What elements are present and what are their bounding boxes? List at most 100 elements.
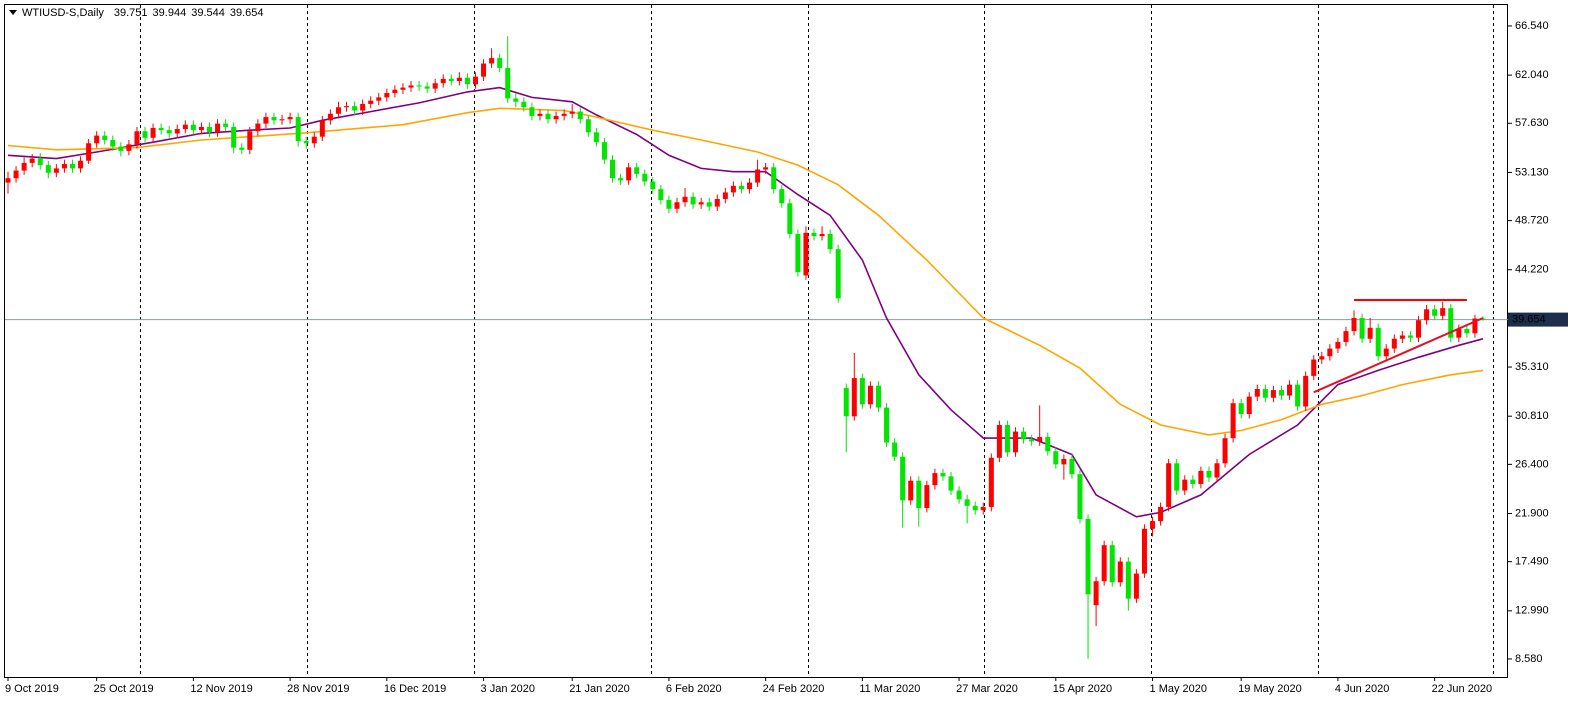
candle-body bbox=[1343, 331, 1349, 343]
candle-body bbox=[1440, 308, 1446, 316]
candle-body bbox=[779, 189, 785, 204]
candle-body bbox=[1013, 431, 1018, 453]
candle-body bbox=[142, 131, 148, 138]
candle-body bbox=[21, 162, 27, 171]
candle-body bbox=[69, 164, 75, 169]
candle-body bbox=[714, 198, 720, 207]
x-tick-label: 19 May 2020 bbox=[1238, 683, 1302, 695]
plot-frame bbox=[4, 4, 1508, 678]
candle-body bbox=[61, 164, 67, 169]
candle-body bbox=[835, 249, 841, 299]
candle-body bbox=[1295, 384, 1301, 407]
candle-body bbox=[360, 103, 366, 111]
y-tick-label: 35.310 bbox=[1515, 361, 1549, 373]
candle-body bbox=[1085, 518, 1091, 595]
candle-body bbox=[884, 407, 890, 443]
candle-body bbox=[1045, 437, 1051, 452]
candle-body bbox=[956, 490, 962, 500]
candle-body bbox=[1351, 318, 1357, 332]
candle-body bbox=[118, 146, 124, 151]
period-separators bbox=[140, 5, 1494, 677]
candle-body bbox=[303, 141, 309, 144]
y-tick-label: 53.130 bbox=[1515, 166, 1549, 178]
price-label: 39.654 bbox=[1512, 314, 1546, 326]
candle-body bbox=[1004, 425, 1010, 453]
candle-body bbox=[392, 89, 398, 94]
candle-body bbox=[182, 124, 188, 130]
candle-body bbox=[851, 378, 857, 417]
x-tick-label: 16 Dec 2019 bbox=[384, 683, 446, 695]
candle-body bbox=[1222, 438, 1228, 464]
candle-body bbox=[1262, 389, 1268, 398]
candle-body bbox=[1069, 458, 1075, 475]
x-tick-label: 4 Jun 2020 bbox=[1335, 683, 1389, 695]
y-tick-label: 57.630 bbox=[1515, 117, 1549, 129]
last-low: 39.544 bbox=[191, 7, 225, 19]
x-tick-label: 25 Oct 2019 bbox=[94, 683, 154, 695]
candle-body bbox=[618, 178, 624, 181]
candle-body bbox=[384, 93, 390, 98]
candle-body bbox=[239, 147, 245, 150]
candle-body bbox=[279, 119, 285, 121]
candle-body bbox=[537, 113, 543, 116]
candle-body bbox=[964, 499, 970, 506]
candle-body bbox=[263, 117, 269, 124]
candle-body bbox=[1287, 384, 1293, 396]
candle-body bbox=[819, 233, 825, 237]
candle-body bbox=[327, 113, 333, 121]
candle-body bbox=[1311, 359, 1317, 376]
candle-body bbox=[690, 196, 696, 205]
menu-triangle bbox=[9, 10, 17, 15]
candle-body bbox=[344, 106, 350, 108]
candle-body bbox=[545, 113, 551, 120]
candle-body bbox=[1278, 390, 1284, 396]
candle-body bbox=[1246, 396, 1252, 415]
x-tick-label: 3 Jan 2020 bbox=[481, 683, 535, 695]
candle-body bbox=[335, 107, 341, 114]
candle-body bbox=[1125, 561, 1131, 599]
candle-body bbox=[13, 170, 19, 179]
candle-body bbox=[1141, 528, 1147, 574]
candle-body bbox=[1061, 458, 1067, 465]
header: WTIUSD-S,Daily 39.751 39.944 39.544 39.654 bbox=[22, 7, 264, 19]
candle-body bbox=[505, 67, 511, 99]
candle-body bbox=[456, 77, 462, 82]
x-tick-label: 24 Feb 2020 bbox=[763, 683, 825, 695]
candle-body bbox=[1303, 375, 1309, 407]
candle-body bbox=[1206, 470, 1212, 478]
candle-body bbox=[1150, 521, 1156, 529]
candle-body bbox=[634, 167, 640, 174]
candle-body bbox=[489, 58, 495, 64]
candle-body bbox=[37, 158, 43, 166]
candle-body bbox=[150, 127, 156, 138]
candle-body bbox=[1101, 545, 1107, 582]
candle-body bbox=[1093, 581, 1099, 606]
candle-body bbox=[1077, 474, 1083, 519]
candle-body bbox=[1270, 390, 1276, 398]
candle-body bbox=[207, 126, 212, 133]
y-tick-label: 12.990 bbox=[1515, 605, 1549, 617]
candle-body bbox=[1021, 431, 1027, 440]
candle-body bbox=[1182, 479, 1188, 491]
candle-body bbox=[5, 178, 11, 183]
candle-body bbox=[1166, 463, 1172, 507]
candle-body bbox=[45, 165, 51, 173]
candle-body bbox=[1254, 389, 1260, 397]
last-close: 39.654 bbox=[230, 7, 264, 19]
candle-body bbox=[738, 185, 744, 190]
candle-body bbox=[1383, 348, 1389, 357]
candle-body bbox=[126, 144, 132, 151]
candle-body bbox=[497, 58, 503, 68]
candle-body bbox=[722, 192, 728, 199]
candle-body bbox=[916, 480, 922, 509]
x-tick-label: 22 Jun 2020 bbox=[1432, 683, 1493, 695]
candle-body bbox=[972, 505, 978, 511]
candle-body bbox=[78, 160, 84, 169]
candle-body bbox=[1335, 342, 1341, 349]
y-tick-label: 48.720 bbox=[1515, 214, 1549, 226]
candle-body bbox=[102, 135, 108, 140]
x-tick-label: 6 Feb 2020 bbox=[666, 683, 722, 695]
candle-body bbox=[658, 189, 664, 201]
